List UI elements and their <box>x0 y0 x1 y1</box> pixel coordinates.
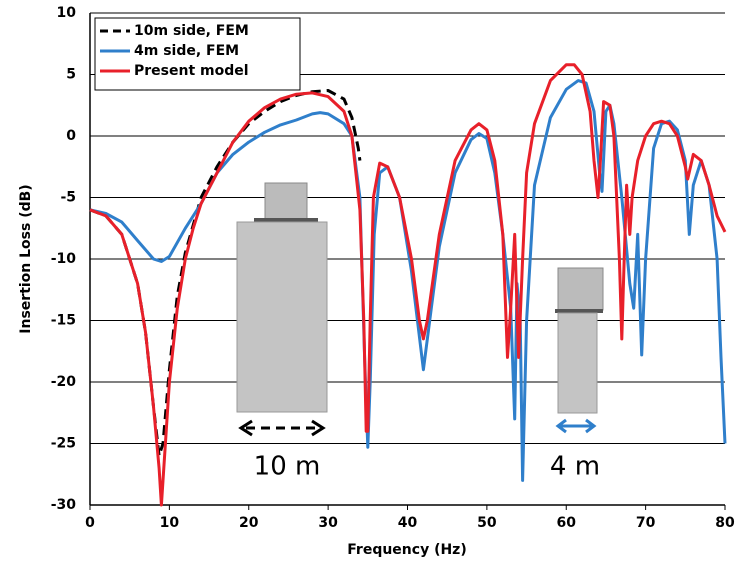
legend: 10m side, FEM 4m side, FEM Present model <box>94 17 301 91</box>
x-tick-label: 60 <box>557 515 577 531</box>
series-line <box>89 79 727 482</box>
y-tick-label: -20 <box>51 374 77 390</box>
x-tick-label: 20 <box>239 515 259 531</box>
y-tick-label: -30 <box>51 497 77 513</box>
y-tick-label: 0 <box>66 128 76 144</box>
y-tick-label: -5 <box>60 190 76 206</box>
y-tick-label: 10 <box>57 5 77 21</box>
y-tick-label: -10 <box>51 251 77 267</box>
x-axis-title: Frequency (Hz) <box>347 542 466 558</box>
y-tick-label: 5 <box>66 67 76 83</box>
x-tick-label: 30 <box>318 515 338 531</box>
annotation: 4 m <box>550 452 600 482</box>
legend-label: Present model <box>134 63 249 79</box>
y-tick-label: -25 <box>51 436 76 452</box>
x-tick-label: 0 <box>85 515 95 531</box>
x-tick-label: 80 <box>715 515 735 531</box>
legend-label: 4m side, FEM <box>134 43 239 59</box>
y-axis-title: Insertion Loss (dB) <box>18 184 34 333</box>
y-tick-label: -15 <box>51 313 76 329</box>
series-line <box>89 63 727 507</box>
mesh-insets <box>236 182 604 437</box>
x-tick-label: 10 <box>160 515 180 531</box>
annotation: 10 m <box>254 452 321 482</box>
x-tick-label: 50 <box>477 515 497 531</box>
legend-label: 10m side, FEM <box>134 23 249 39</box>
x-tick-label: 40 <box>398 515 418 531</box>
x-tick-label: 70 <box>636 515 656 531</box>
